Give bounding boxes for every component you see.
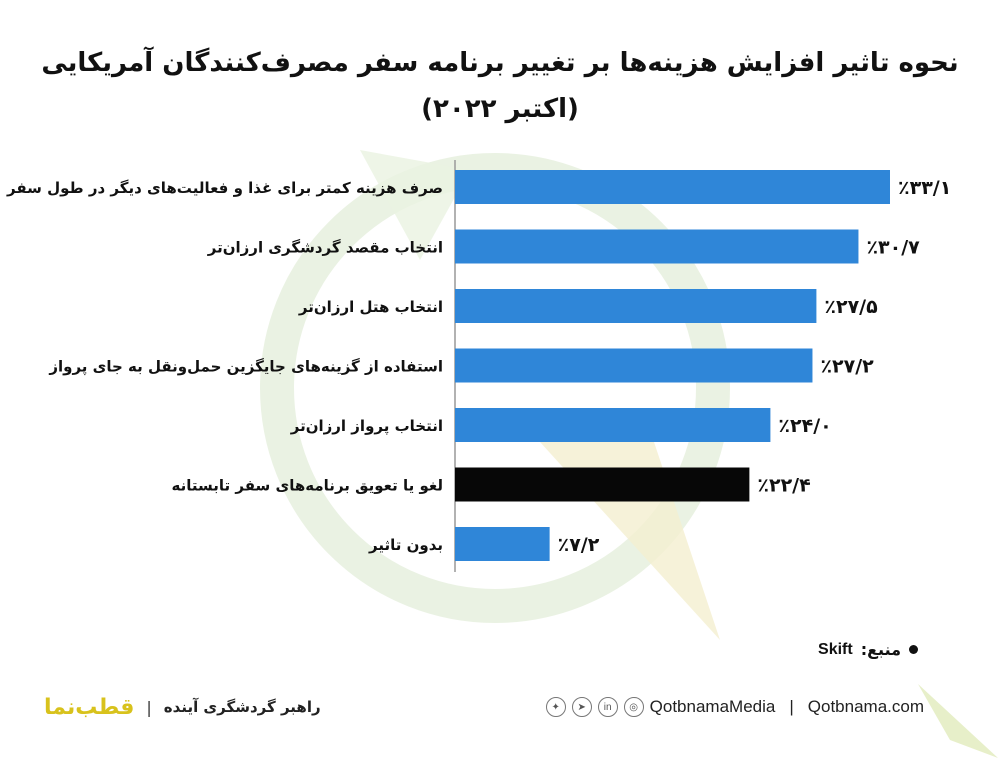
website-link[interactable]: Qotbnama.com	[807, 697, 924, 716]
data-label: ٪۳۳/۱	[898, 177, 951, 199]
corner-decoration	[918, 684, 998, 758]
source-label: منبع:	[860, 640, 901, 659]
bar	[455, 229, 859, 264]
category-label: استفاده از گزینه‌های جایگزین حمل‌ونقل به…	[48, 358, 443, 377]
telegram-icon[interactable]: ➤	[571, 697, 592, 717]
data-label: ٪۳۰/۷	[866, 237, 920, 259]
bar	[455, 527, 550, 561]
data-label: ٪۲۷/۵	[824, 296, 878, 318]
category-label: بدون تاثیر	[368, 536, 443, 554]
chart-title: نحوه تاثیر افزایش هزینه‌ها بر تغییر برنا…	[41, 48, 959, 124]
category-label: انتخاب مقصد گردشگری ارزان‌تر	[207, 239, 443, 257]
bar	[455, 408, 771, 442]
data-label: ٪۷/۲	[558, 534, 600, 556]
bar	[455, 467, 750, 502]
brand-tagline: راهبر گردشگری آینده	[163, 698, 321, 716]
twitter-icon[interactable]: ✦	[545, 697, 566, 717]
footer-divider: |	[789, 697, 794, 716]
category-label: لغو یا تعویق برنامه‌های سفر تابستانه	[172, 477, 443, 495]
source-value: Skift	[818, 640, 853, 658]
brand-separator: |	[146, 697, 152, 717]
footer-brand: قطب‌نما | راهبر گردشگری آینده	[44, 690, 321, 724]
footer-contacts: ✦ ➤ in ◎ QotbnamaMedia | Qotbnama.com	[545, 690, 924, 724]
instagram-icon[interactable]: ◎	[623, 697, 644, 717]
category-label: انتخاب هتل ارزان‌تر	[298, 298, 443, 316]
brand-logo[interactable]: قطب‌نما	[44, 694, 135, 720]
bar	[455, 348, 813, 383]
bar	[455, 170, 890, 204]
social-handle[interactable]: QotbnamaMedia	[649, 697, 776, 716]
category-label: انتخاب پرواز ارزان‌تر	[290, 417, 443, 436]
source-note: منبع: Skift	[818, 640, 918, 659]
bar	[455, 289, 817, 323]
bullet-dot-icon	[909, 645, 918, 654]
data-label: ٪۲۷/۲	[820, 356, 874, 378]
category-label: صرف هزینه کمتر برای غذا و فعالیت‌های دیگ…	[6, 179, 443, 197]
linkedin-icon[interactable]: in	[597, 697, 618, 717]
data-label: ٪۲۲/۴	[757, 475, 810, 497]
data-label: ٪۲۴/۰	[778, 415, 831, 437]
